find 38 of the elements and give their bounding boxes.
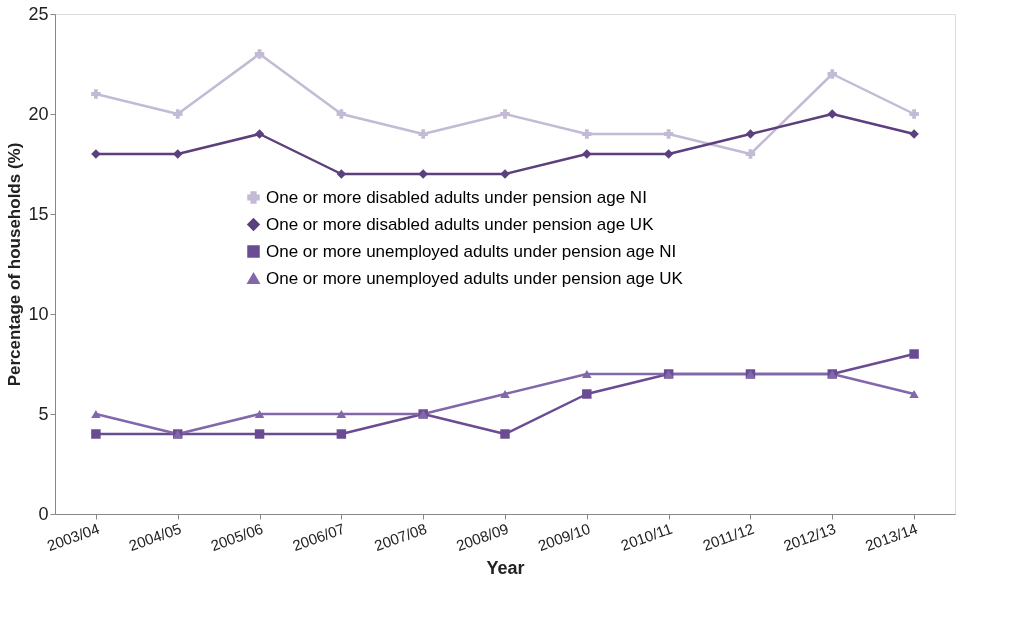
point	[582, 369, 592, 379]
point	[745, 149, 756, 159]
legend-label: One or more unemployed adults under pension age NI	[266, 241, 677, 261]
point	[91, 409, 101, 419]
point	[500, 109, 510, 119]
point	[909, 109, 919, 119]
y-tick-label: 15	[28, 203, 49, 224]
legend-label: One or more disabled adults under pension age NI	[266, 187, 647, 207]
point	[909, 389, 919, 399]
point	[91, 429, 101, 439]
point	[745, 129, 756, 139]
point	[909, 349, 919, 359]
point	[336, 109, 347, 119]
point	[254, 409, 265, 419]
point	[336, 409, 347, 419]
point	[91, 89, 101, 99]
legend-label: One or more disabled adults under pension age UK	[266, 214, 655, 234]
point	[663, 129, 674, 139]
y-tick-label: 20	[28, 103, 49, 124]
point	[582, 389, 592, 399]
point	[582, 129, 592, 139]
point	[418, 129, 428, 139]
y-tick-label: 5	[38, 403, 49, 424]
point	[254, 429, 265, 439]
point	[500, 429, 510, 439]
point	[254, 129, 265, 139]
legend-label: One or more unemployed adults under pension age UK	[266, 268, 684, 288]
x-axis-title: Year	[486, 558, 525, 579]
y-tick-label: 0	[38, 503, 49, 524]
point	[500, 389, 510, 399]
y-tick-label: 10	[28, 303, 49, 324]
y-tick-label: 25	[28, 3, 49, 24]
y-axis-title: Percentage of households (%)	[5, 142, 25, 387]
point	[172, 109, 183, 119]
point	[827, 109, 838, 119]
point	[336, 429, 347, 439]
point	[827, 69, 838, 79]
point	[254, 49, 265, 59]
